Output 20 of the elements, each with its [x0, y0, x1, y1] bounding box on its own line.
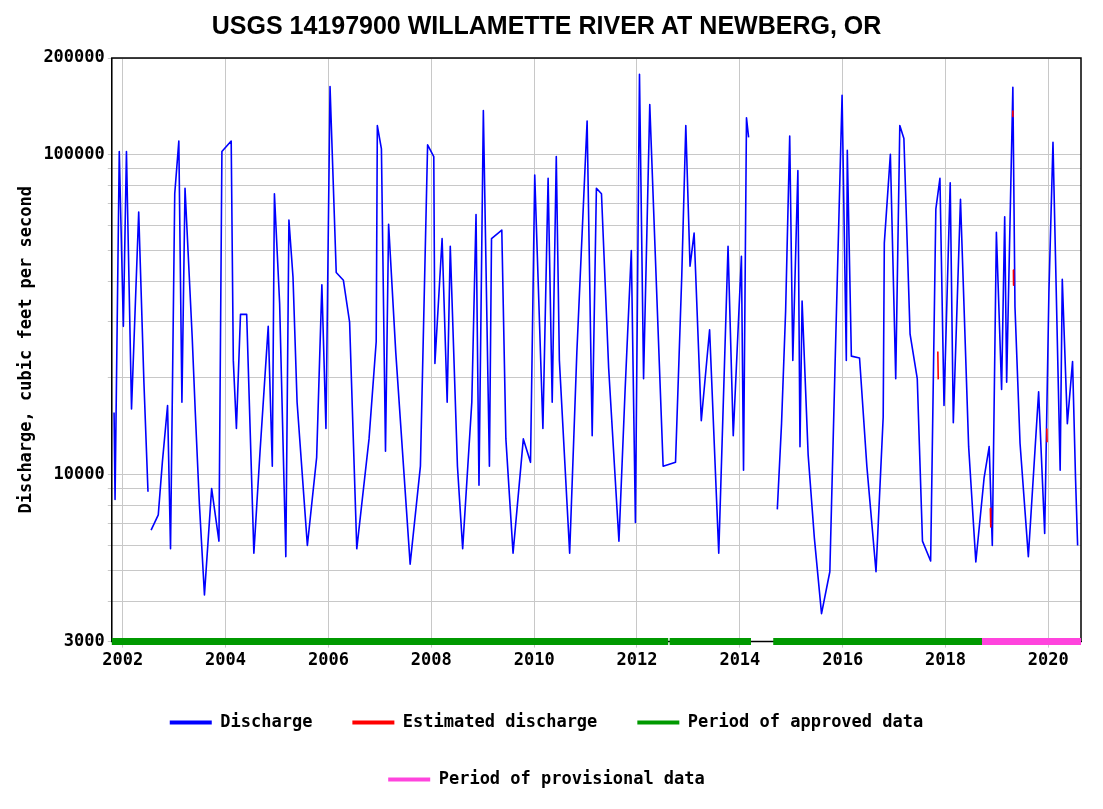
y-tick-label: 200000 [43, 46, 105, 67]
y-tick-label: 3000 [63, 630, 105, 651]
x-tick-label: 2012 [616, 649, 658, 670]
x-tick-label: 2008 [410, 649, 452, 670]
legend-label: Period of provisional data [438, 767, 705, 788]
legend-label: Discharge [220, 710, 313, 731]
x-tick-label: 2018 [925, 649, 967, 670]
x-tick-label: 2020 [1027, 649, 1069, 670]
x-tick-label: 2010 [513, 649, 555, 670]
legend-label: Period of approved data [687, 710, 924, 731]
y-tick-label: 10000 [53, 462, 105, 483]
x-tick-label: 2014 [719, 649, 761, 670]
x-tick-label: 2004 [205, 649, 247, 670]
y-axis-title: Discharge, cubic feet per second [14, 186, 35, 514]
x-tick-label: 2002 [102, 649, 144, 670]
y-tick-label: 100000 [43, 142, 105, 163]
x-tick-label: 2016 [822, 649, 864, 670]
legend-label: Estimated discharge [402, 710, 598, 731]
x-tick-label: 2006 [308, 649, 349, 670]
chart-title: USGS 14197900 WILLAMETTE RIVER AT NEWBERG, OR [211, 10, 882, 39]
